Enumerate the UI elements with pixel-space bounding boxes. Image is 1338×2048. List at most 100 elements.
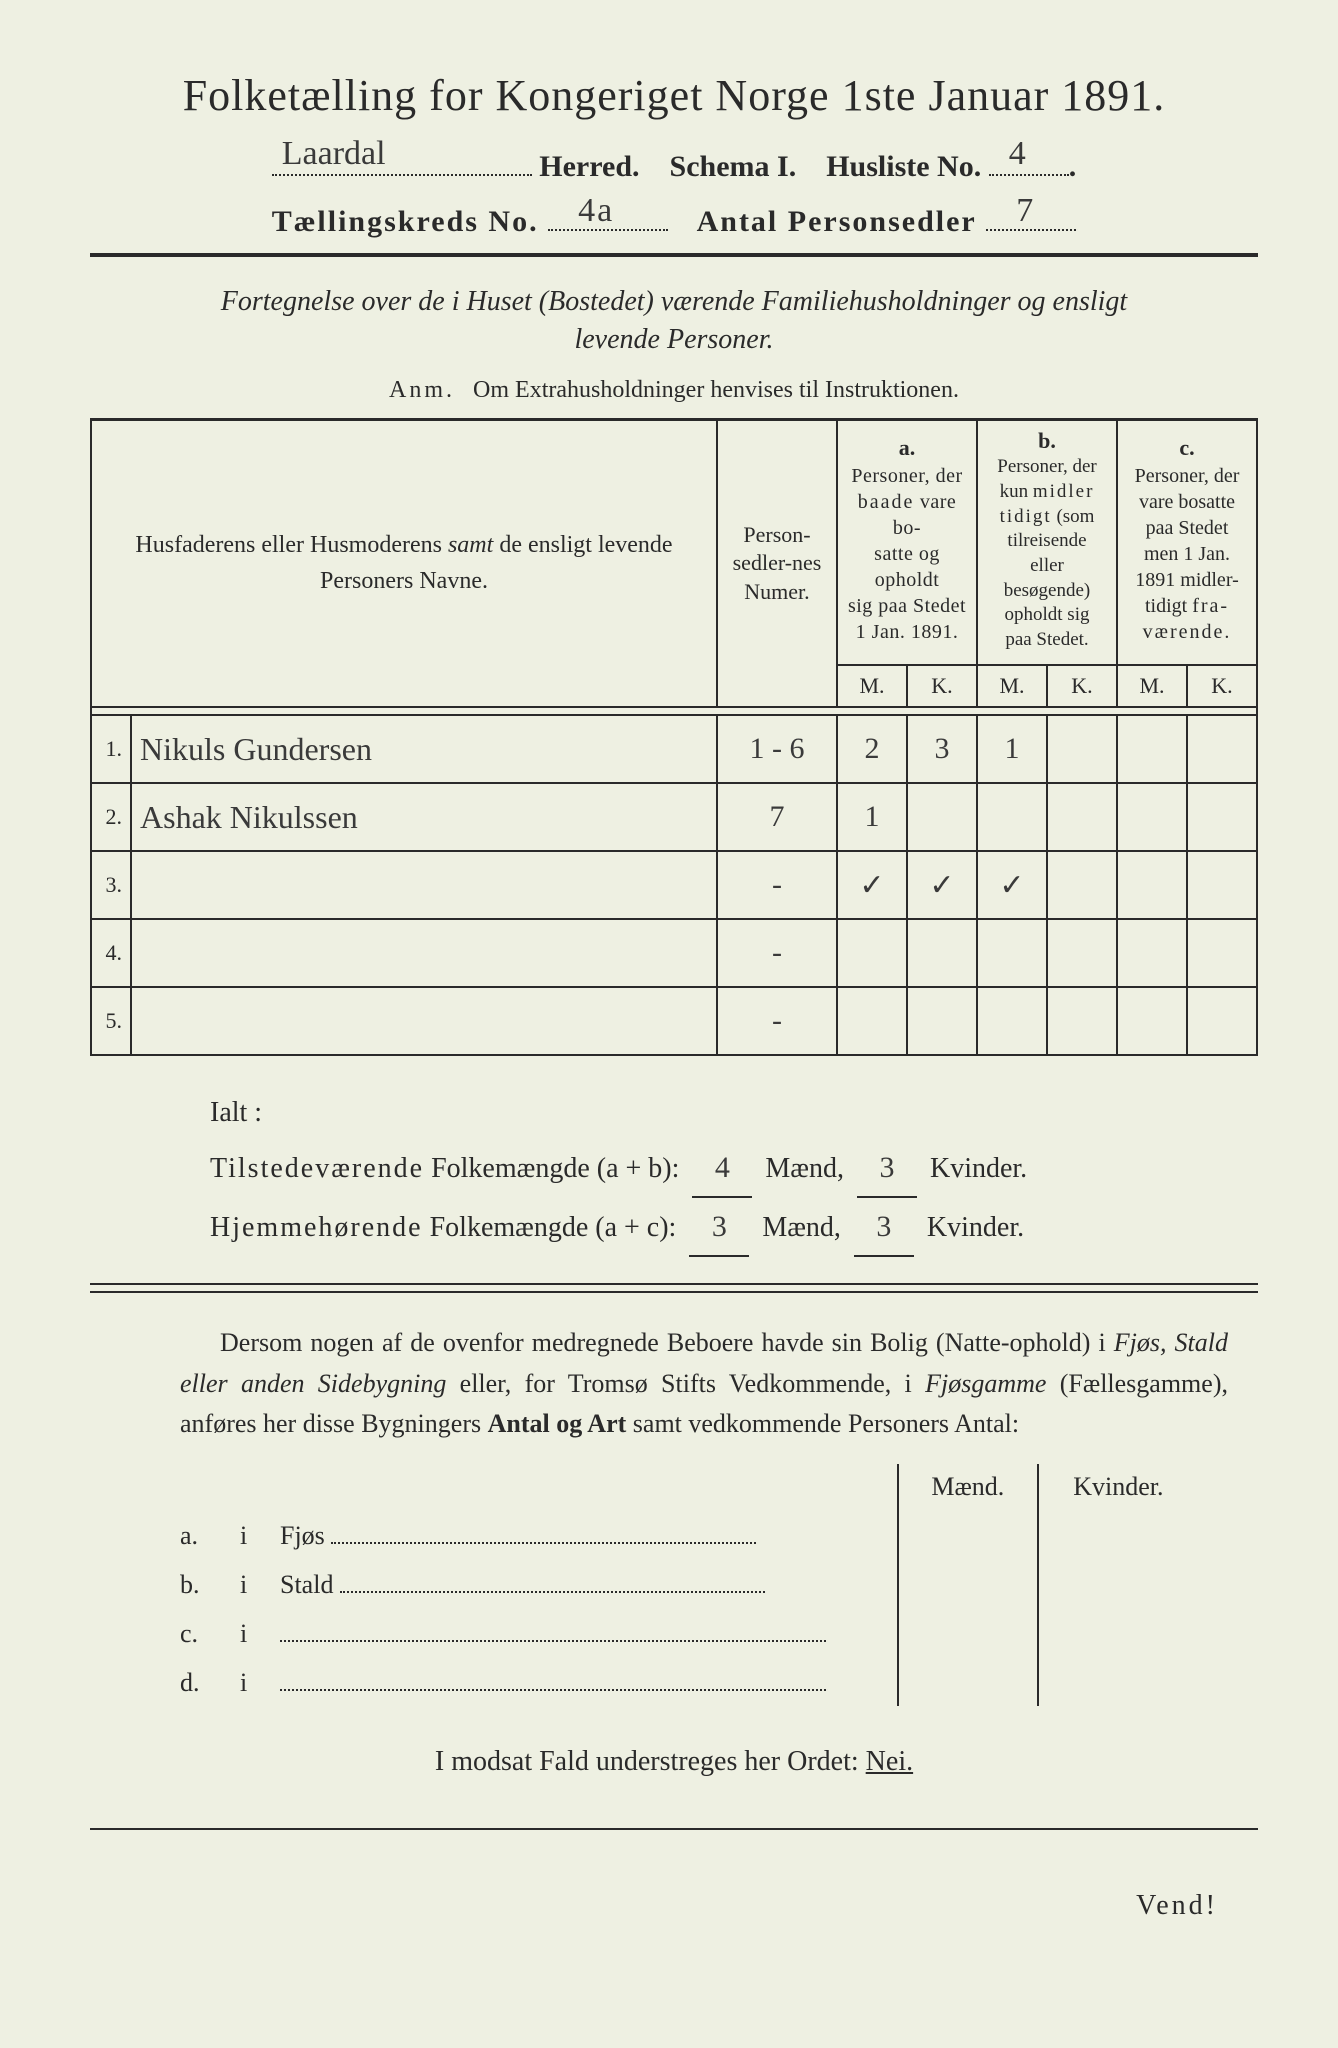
census-form-page: Folketælling for Kongeriget Norge 1ste J… xyxy=(0,0,1338,2048)
subtitle-line1: Fortegnelse over de i Huset (Bostedet) v… xyxy=(221,286,1127,317)
b-k-cell xyxy=(1047,987,1117,1055)
a-k-cell xyxy=(907,987,977,1055)
lower-i: i xyxy=(230,1510,270,1559)
kvinder-label-1: Kvinder. xyxy=(930,1153,1027,1184)
anm-text: Om Extrahusholdninger henvises til Instr… xyxy=(473,377,959,403)
sedler-handwritten: 7 xyxy=(1016,192,1035,230)
b-m-cell xyxy=(977,919,1047,987)
b-m-cell: 1 xyxy=(977,715,1047,783)
b-m-cell: ✓ xyxy=(977,851,1047,919)
c-m-cell xyxy=(1117,851,1187,919)
herred-handwritten: Laardal xyxy=(282,135,386,173)
paragraph: Dersom nogen af de ovenfor medregnede Be… xyxy=(180,1323,1228,1444)
footer-text: I modsat Fald understreges her Ordet: xyxy=(435,1746,866,1777)
row-number: 3. xyxy=(91,851,131,919)
sedler-label: Antal Personsedler xyxy=(697,205,977,238)
table-row: 5.- xyxy=(91,987,1257,1055)
col-a-label: a. xyxy=(846,434,968,463)
c-m-cell xyxy=(1117,919,1187,987)
divider-bottom xyxy=(90,1828,1258,1830)
hjemme-kvinder: 3 xyxy=(876,1210,891,1243)
b-m-cell xyxy=(977,987,1047,1055)
c-m-cell xyxy=(1117,715,1187,783)
hjemme-label: Hjemmehørende xyxy=(210,1212,423,1243)
c-m-cell xyxy=(1117,783,1187,851)
lower-maend-cell xyxy=(898,1657,1038,1706)
a-m-cell: 1 xyxy=(837,783,907,851)
lower-kvinder-cell xyxy=(1038,1559,1198,1608)
lower-maend-cell xyxy=(898,1559,1038,1608)
col-c-k: K. xyxy=(1187,665,1257,708)
lower-maend-header: Mænd. xyxy=(898,1464,1038,1510)
name-cell xyxy=(131,919,717,987)
kreds-label: Tællingskreds No. xyxy=(272,205,539,238)
lower-kvinder-header: Kvinder. xyxy=(1038,1464,1198,1510)
lower-label xyxy=(270,1608,898,1657)
footer-nei: Nei. xyxy=(866,1746,913,1777)
totals-line-2: Hjemmehørende Folkemængde (a + c): 3 Mæn… xyxy=(210,1198,1198,1257)
numer-cell: - xyxy=(717,919,837,987)
subtitle-line2: levende Personer. xyxy=(574,324,773,355)
kreds-field: 4a xyxy=(548,204,668,231)
c-k-cell xyxy=(1187,851,1257,919)
kreds-handwritten: 4a xyxy=(578,192,614,230)
lower-i: i xyxy=(230,1657,270,1706)
lower-key: c. xyxy=(170,1608,230,1657)
table-row: 4. - xyxy=(91,919,1257,987)
divider-thick xyxy=(90,253,1258,257)
col-b-top: b. Personer, derkun midlertidigt (somtil… xyxy=(977,419,1117,659)
maend-label-2: Mænd, xyxy=(762,1212,841,1243)
table-row: 3.-✓✓✓ xyxy=(91,851,1257,919)
lower-i: i xyxy=(230,1559,270,1608)
lower-label: Stald xyxy=(270,1559,898,1608)
vend-label: Vend! xyxy=(90,1890,1218,1922)
lower-kvinder-cell xyxy=(1038,1510,1198,1559)
a-m-cell: ✓ xyxy=(837,851,907,919)
a-k-cell: ✓ xyxy=(907,851,977,919)
c-k-cell xyxy=(1187,987,1257,1055)
herred-field: Laardal xyxy=(272,149,532,176)
a-k-cell xyxy=(907,783,977,851)
lower-kvinder-cell xyxy=(1038,1657,1198,1706)
c-k-cell xyxy=(1187,783,1257,851)
a-m-cell xyxy=(837,919,907,987)
col-numer: Person-sedler-nes Numer. xyxy=(717,419,837,707)
b-k-cell xyxy=(1047,715,1117,783)
census-table: Husfaderens eller Husmoderens samt de en… xyxy=(90,418,1258,1057)
col-a-k: K. xyxy=(907,665,977,708)
tilstede-kvinder: 3 xyxy=(879,1151,894,1184)
col-b-k: K. xyxy=(1047,665,1117,708)
anm-prefix: Anm. xyxy=(389,377,455,403)
a-m-cell xyxy=(837,987,907,1055)
row-number: 2. xyxy=(91,783,131,851)
a-k-cell: 3 xyxy=(907,715,977,783)
col-names: Husfaderens eller Husmoderens samt de en… xyxy=(91,419,717,707)
lower-row: a.iFjøs xyxy=(170,1510,1198,1559)
table-row: 1.Nikuls Gundersen1 - 6231 xyxy=(91,715,1257,783)
lower-kvinder-cell xyxy=(1038,1608,1198,1657)
c-k-cell xyxy=(1187,919,1257,987)
numer-cell: - xyxy=(717,851,837,919)
husliste-label: Husliste No. xyxy=(826,150,981,183)
header-line-2: Tællingskreds No. 4a Antal Personsedler … xyxy=(90,204,1258,239)
tilstede-label: Tilstedeværende xyxy=(210,1153,424,1184)
name-cell xyxy=(131,987,717,1055)
divider-thin-1 xyxy=(90,1283,1258,1285)
numer-cell: 1 - 6 xyxy=(717,715,837,783)
lower-row: b.iStald xyxy=(170,1559,1198,1608)
lower-i: i xyxy=(230,1608,270,1657)
lower-maend-cell xyxy=(898,1608,1038,1657)
annotation: Anm. Om Extrahusholdninger henvises til … xyxy=(90,377,1258,404)
divider-thin-2 xyxy=(90,1291,1258,1293)
numer-cell: 7 xyxy=(717,783,837,851)
lower-key: b. xyxy=(170,1559,230,1608)
a-m-cell: 2 xyxy=(837,715,907,783)
sedler-field: 7 xyxy=(986,204,1076,231)
lower-row: c.i xyxy=(170,1608,1198,1657)
row-number: 4. xyxy=(91,919,131,987)
name-cell xyxy=(131,851,717,919)
subtitle: Fortegnelse over de i Huset (Bostedet) v… xyxy=(130,283,1218,359)
b-k-cell xyxy=(1047,851,1117,919)
husliste-handwritten: 4 xyxy=(1009,135,1026,173)
header-line-1: Laardal Herred. Schema I. Husliste No. 4… xyxy=(90,149,1258,184)
